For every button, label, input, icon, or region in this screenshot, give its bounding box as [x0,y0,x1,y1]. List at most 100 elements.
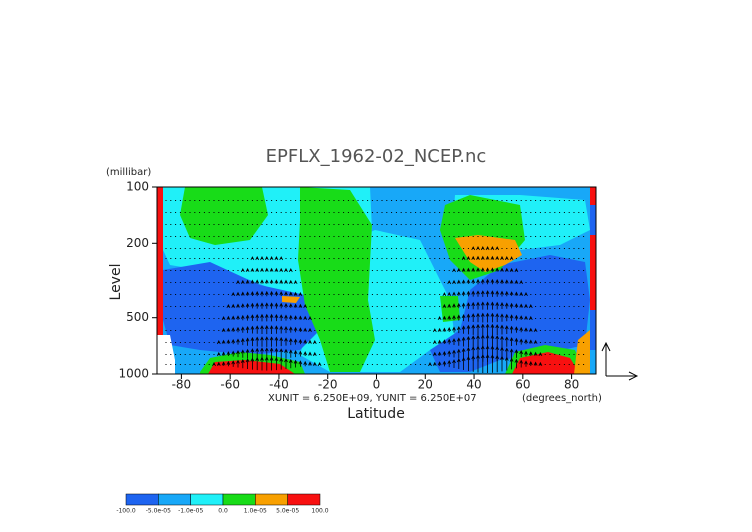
vector [452,359,456,368]
vector [264,290,269,297]
vector [231,303,236,308]
vector [456,358,461,369]
vector [269,279,274,284]
vector [524,291,528,297]
vector [500,313,504,322]
contour-region [590,310,596,350]
vector [269,356,274,371]
vector [269,336,274,347]
vector [264,255,269,261]
vector [240,349,245,358]
vector [519,359,524,368]
vector [476,267,480,272]
vector [269,313,274,322]
vector [221,351,226,356]
vector [490,354,495,373]
vector [236,359,240,368]
vector [514,349,519,358]
vector [495,278,500,285]
vector [260,336,264,347]
vector [245,358,250,369]
colorbar-box [255,493,288,506]
vector [456,314,461,321]
vector [495,301,500,310]
vector [274,356,279,371]
vector [466,267,471,272]
contour-region [440,296,460,322]
vector [245,348,250,359]
vector [471,279,476,285]
vector [274,325,279,334]
vector [461,325,466,334]
vector [279,256,284,261]
vector [240,303,245,308]
vector [447,280,452,285]
vector [476,255,480,260]
vector [524,350,528,357]
vector [509,357,514,370]
vector [308,327,312,332]
vector [519,350,524,358]
vector [274,302,279,309]
vector [250,279,255,284]
vector [485,323,490,336]
vector [471,267,476,272]
vector [250,291,255,296]
vector [490,267,495,272]
vector [279,291,284,296]
vector [245,291,250,296]
colorbar-label: 0.0 [218,508,228,515]
vector [447,291,452,296]
chart-title: EPFLX_1962-02_NCEP.nc [266,146,487,167]
contour-region [574,330,590,374]
vector [284,291,288,296]
vector [480,278,485,285]
x-tick-label: 20 [418,378,433,392]
vector [485,246,490,251]
contour-region [157,187,163,335]
contour-region [590,205,596,235]
vector [471,301,476,310]
vector [500,267,504,272]
vector [514,279,519,284]
vector [485,278,490,285]
vector [432,328,437,333]
colorbar-label: -5.0e-05 [146,508,171,515]
vector [461,267,466,272]
vector [485,255,490,260]
vector [447,303,452,308]
vector [226,360,231,367]
vector [528,339,533,344]
x-axis-units: (degrees_north) [522,393,602,404]
vector [288,291,293,296]
vector [524,360,528,367]
vector [274,256,279,261]
vector [312,340,317,345]
vector [279,348,284,359]
vector [509,267,514,272]
vector [216,361,221,366]
vector [284,267,288,273]
vector [461,279,466,284]
vector [226,339,231,344]
vector [490,290,495,297]
vector [274,279,279,284]
vector [255,356,260,371]
vector [442,315,447,320]
colorbar-box [158,493,191,506]
vector [447,327,452,333]
vector [298,360,303,367]
x-tick-label: -80 [172,378,192,392]
vector [255,302,260,309]
contour-region [208,360,295,374]
y-tick-label: 200 [126,236,149,250]
vector [538,361,543,366]
vector [524,315,528,320]
vector [231,338,236,345]
vector [303,315,308,320]
vector [298,327,303,332]
vector [284,337,288,346]
vector [480,354,485,373]
vector [255,336,260,347]
vector [288,279,293,284]
